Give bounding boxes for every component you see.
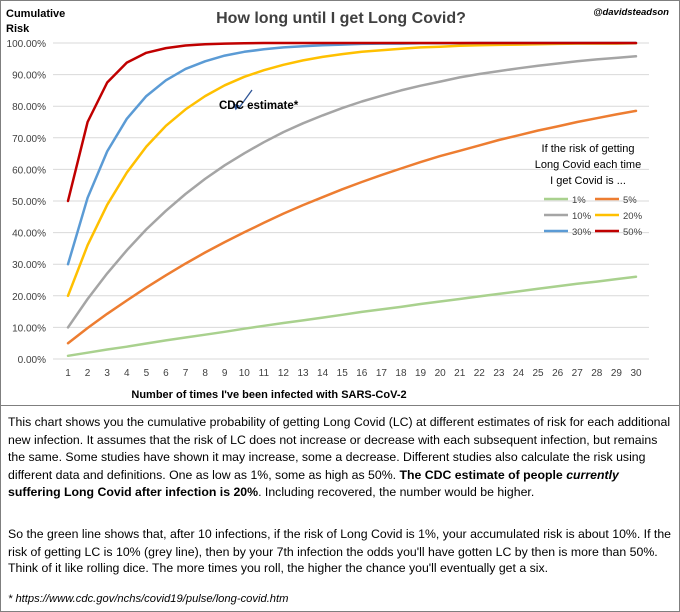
legend-label: 20% [623,211,643,222]
y-tick-label: 100.00% [7,39,47,50]
y-tick-label: 30.00% [12,260,46,271]
x-tick-label: 15 [337,368,349,379]
x-tick-label: 29 [611,368,623,379]
p1-tail: . Including recovered, the number would … [258,485,535,499]
x-tick-label: 23 [493,368,505,379]
x-tick-label: 1 [65,368,71,379]
x-tick-label: 18 [395,368,407,379]
x-tick-label: 20 [435,368,447,379]
x-tick-label: 9 [222,368,228,379]
legend: If the risk of getting Long Covid each ti… [535,143,643,238]
x-tick-label: 30 [630,368,642,379]
description-paragraph-2: So the green line shows that, after 10 i… [8,527,672,559]
chart-title: How long until I get Long Covid? [216,10,466,27]
annotation-arrowhead [232,103,240,111]
legend-label: 5% [623,195,637,206]
annotation-label: CDC estimate* [219,100,299,112]
x-tick-label: 10 [239,368,251,379]
y-tick-label: 50.00% [12,197,46,208]
chart-panel: Cumulative Risk How long until I get Lon… [1,1,679,406]
y-tick-label: 90.00% [12,71,46,82]
long-covid-chart: Cumulative Risk How long until I get Lon… [6,7,669,401]
x-tick-label: 4 [124,368,130,379]
series-line-10pct [66,55,638,329]
p1-bold-italic: currently [566,467,619,482]
chart-xlabel: Number of times I've been infected with … [131,389,406,401]
x-tick-label: 24 [513,368,525,379]
x-tick-label: 25 [533,368,545,379]
y-tick-label: 70.00% [12,134,46,145]
description-paragraph-1: This chart shows you the cumulative prob… [8,414,672,502]
x-tick-label: 28 [591,368,603,379]
y-tick-label: 60.00% [12,165,46,176]
x-tick-label: 16 [356,368,368,379]
gridlines [53,42,649,360]
p1-bold-a: The CDC estimate of people [399,467,563,482]
x-tick-label: 21 [454,368,466,379]
x-tick-label: 12 [278,368,290,379]
x-axis-ticks: 1 2 3 4 5 6 7 8 9 10 11 12 13 14 15 16 17 18 19 20 21 22 23 24 2… [65,368,642,379]
x-tick-label: 2 [85,368,91,379]
y-tick-label: 80.00% [12,102,46,113]
p1-text: This chart shows you the cumulative prob… [8,415,671,482]
annotation-arrow [238,89,253,109]
y-tick-label: 10.00% [12,323,46,334]
cdc-footnote: * https://www.cdc.gov/nchs/covid19/pulse… [8,593,289,605]
series-lines [66,41,638,358]
legend-title-line: Long Covid each time [535,159,641,171]
x-tick-label: 26 [552,368,564,379]
x-tick-label: 5 [144,368,150,379]
x-tick-label: 6 [163,368,169,379]
legend-label: 1% [572,195,586,206]
x-tick-label: 19 [415,368,427,379]
legend-label: 30% [572,227,592,238]
p1-bold-b: suffering Long Covid after infection is … [8,485,259,499]
y-tick-label: 0.00% [18,355,46,366]
series-line-50pct [66,41,638,203]
legend-title-line: I get Covid is ... [550,175,626,187]
x-tick-label: 17 [376,368,388,379]
legend-label: 50% [623,227,643,238]
description-panel: This chart shows you the cumulative prob… [1,406,679,611]
cdc-annotation: CDC estimate* [219,89,299,112]
y-tick-label: 20.00% [12,292,46,303]
x-tick-label: 7 [183,368,189,379]
x-tick-label: 27 [572,368,584,379]
description-paragraph-3: Think of it like rolling dice. The more … [8,561,549,575]
x-tick-label: 11 [259,368,270,379]
legend-label: 10% [572,211,592,222]
chart-credit: @davidsteadson [593,7,669,18]
legend-title-line: If the risk of getting [542,143,635,155]
series-line-1pct [66,275,638,358]
chart-ylabel-line2: Risk [6,23,30,35]
series-line-5pct [66,109,638,345]
x-tick-label: 14 [317,368,329,379]
chart-ylabel-line1: Cumulative [6,8,65,20]
x-tick-label: 13 [297,368,309,379]
y-tick-label: 40.00% [12,229,46,240]
x-tick-label: 3 [104,368,110,379]
x-tick-label: 8 [202,368,208,379]
y-axis-ticks: 0.00% 10.00% 20.00% 30.00% 40.00% 50.00% 60.00… [7,39,47,366]
x-tick-label: 22 [474,368,486,379]
